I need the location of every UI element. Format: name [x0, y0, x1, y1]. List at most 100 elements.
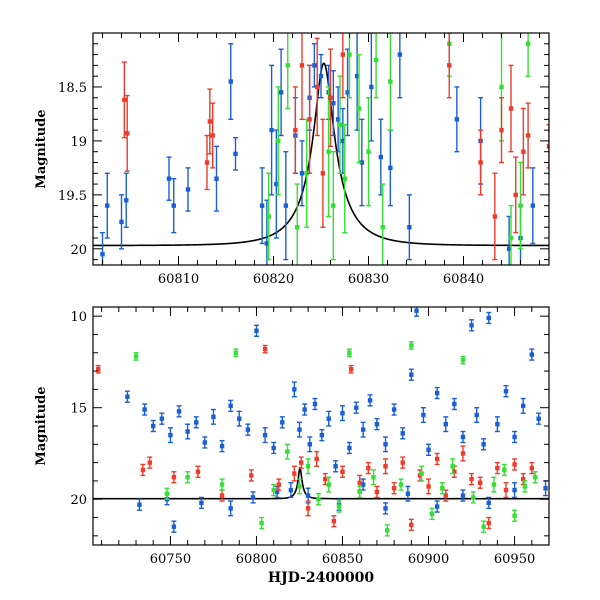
- full-green-point: [326, 476, 332, 493]
- full-red-point: [314, 450, 320, 467]
- zoom-red-point: [292, 86, 298, 174]
- full-green-point: [305, 458, 311, 475]
- full-blue-point: [503, 385, 509, 398]
- zoom-green-point: [518, 161, 523, 250]
- zoom-blue-point: [214, 145, 219, 212]
- zoom-blue-point: [359, 118, 365, 207]
- full-blue-point: [520, 397, 526, 414]
- full-blue-point: [405, 485, 411, 502]
- full-red-point: [391, 482, 397, 495]
- full-blue-point: [202, 436, 208, 449]
- full-y-axis-label: Magnitude: [34, 386, 49, 465]
- full-green-point: [164, 487, 170, 500]
- zoom-red-point: [124, 94, 130, 172]
- zoom-blue-point: [283, 150, 289, 261]
- full-red-point: [469, 472, 475, 486]
- full-blue-point: [326, 410, 332, 427]
- zoom-red-point: [513, 156, 519, 234]
- full-blue-point: [434, 500, 440, 513]
- full-blue-point: [193, 416, 199, 429]
- full-blue-point: [486, 496, 492, 510]
- zoom-y-tick-label: 20: [70, 243, 87, 258]
- zoom-blue-point: [345, 48, 351, 137]
- zoom-blue-point: [299, 140, 305, 207]
- full-red-point: [400, 456, 406, 469]
- full-blue-point: [291, 381, 297, 398]
- zoom-red-point: [328, 48, 333, 148]
- zoom-green-point: [347, 33, 352, 99]
- zoom-blue-point: [171, 177, 177, 234]
- zoom-blue-point: [269, 64, 275, 196]
- zoom-red-point: [546, 124, 549, 169]
- zoom-x-tick-label: 60830: [348, 272, 389, 287]
- full-blue-point: [460, 489, 466, 502]
- zoom-panel: 60810 60820 60830 60840 18.5 19 19.5 20 Magnitu…: [34, 32, 550, 287]
- full-green-point: [501, 463, 507, 477]
- full-blue-point: [136, 498, 142, 511]
- full-blue-point: [319, 428, 325, 442]
- zoom-red-point: [446, 33, 452, 99]
- full-blue-point: [346, 441, 352, 455]
- zoom-green-point: [342, 124, 348, 234]
- full-green-point: [398, 478, 404, 491]
- zoom-blue-point: [318, 53, 324, 99]
- full-blue-point: [434, 386, 440, 400]
- zoom-green-point: [508, 204, 514, 265]
- full-blue-point: [474, 406, 480, 424]
- full-blue-point: [383, 502, 389, 515]
- full-red-point: [291, 465, 297, 482]
- zoom-red-point: [320, 118, 326, 228]
- full-green-point: [185, 471, 191, 484]
- full-blue-point: [307, 436, 313, 453]
- zoom-blue-point: [123, 172, 129, 228]
- full-green-point: [532, 471, 538, 484]
- full-blue-point: [460, 430, 466, 444]
- full-red-point: [331, 515, 337, 528]
- full-red-point: [171, 471, 177, 484]
- full-blue-point: [171, 520, 177, 533]
- full-blue-point: [288, 482, 294, 499]
- zoom-green-point: [366, 97, 371, 207]
- zoom-red-point: [478, 129, 484, 196]
- full-green-point: [481, 520, 487, 533]
- full-blue-point: [219, 439, 225, 453]
- full-blue-point: [185, 423, 191, 440]
- zoom-red-point: [508, 64, 514, 153]
- full-blue-point: [210, 408, 216, 425]
- full-blue-point: [481, 438, 487, 451]
- full-blue-point: [451, 397, 457, 411]
- zoom-x-tick-label: 60840: [443, 272, 484, 287]
- full-green-point: [219, 478, 225, 491]
- full-y-tick-label: 10: [70, 310, 87, 325]
- full-frame: [92, 306, 550, 546]
- full-green-point: [284, 443, 290, 460]
- full-red-point: [276, 478, 282, 491]
- zoom-y-tick-label: 19.5: [58, 189, 87, 204]
- zoom-plot-area: [93, 33, 549, 265]
- zoom-red-point: [204, 134, 210, 191]
- full-green-point: [271, 483, 277, 497]
- full-red-point: [298, 456, 304, 469]
- zoom-red-point: [121, 61, 127, 139]
- full-blue-point: [333, 460, 339, 473]
- full-blue-point: [150, 419, 156, 433]
- zoom-green-point: [330, 150, 336, 261]
- full-red-point: [248, 469, 254, 482]
- full-red-point: [305, 500, 311, 517]
- zoom-blue-point: [530, 167, 536, 245]
- full-red-point: [340, 465, 346, 478]
- full-green-point: [357, 485, 363, 499]
- full-x-tick-label: 60950: [494, 552, 535, 567]
- full-x-tick-label: 60800: [236, 552, 277, 567]
- zoom-green-point: [326, 86, 332, 218]
- full-green-point: [408, 341, 414, 350]
- full-red-point: [426, 478, 432, 495]
- full-green-point: [419, 465, 425, 482]
- full-blue-point: [469, 319, 475, 332]
- full-blue-point: [271, 441, 277, 455]
- full-y-tick-label: 20: [70, 493, 87, 508]
- zoom-y-tick-label: 19: [70, 135, 87, 150]
- full-x-tick-label: 60850: [322, 552, 363, 567]
- zoom-red-point: [340, 33, 346, 99]
- zoom-green-point: [373, 33, 379, 99]
